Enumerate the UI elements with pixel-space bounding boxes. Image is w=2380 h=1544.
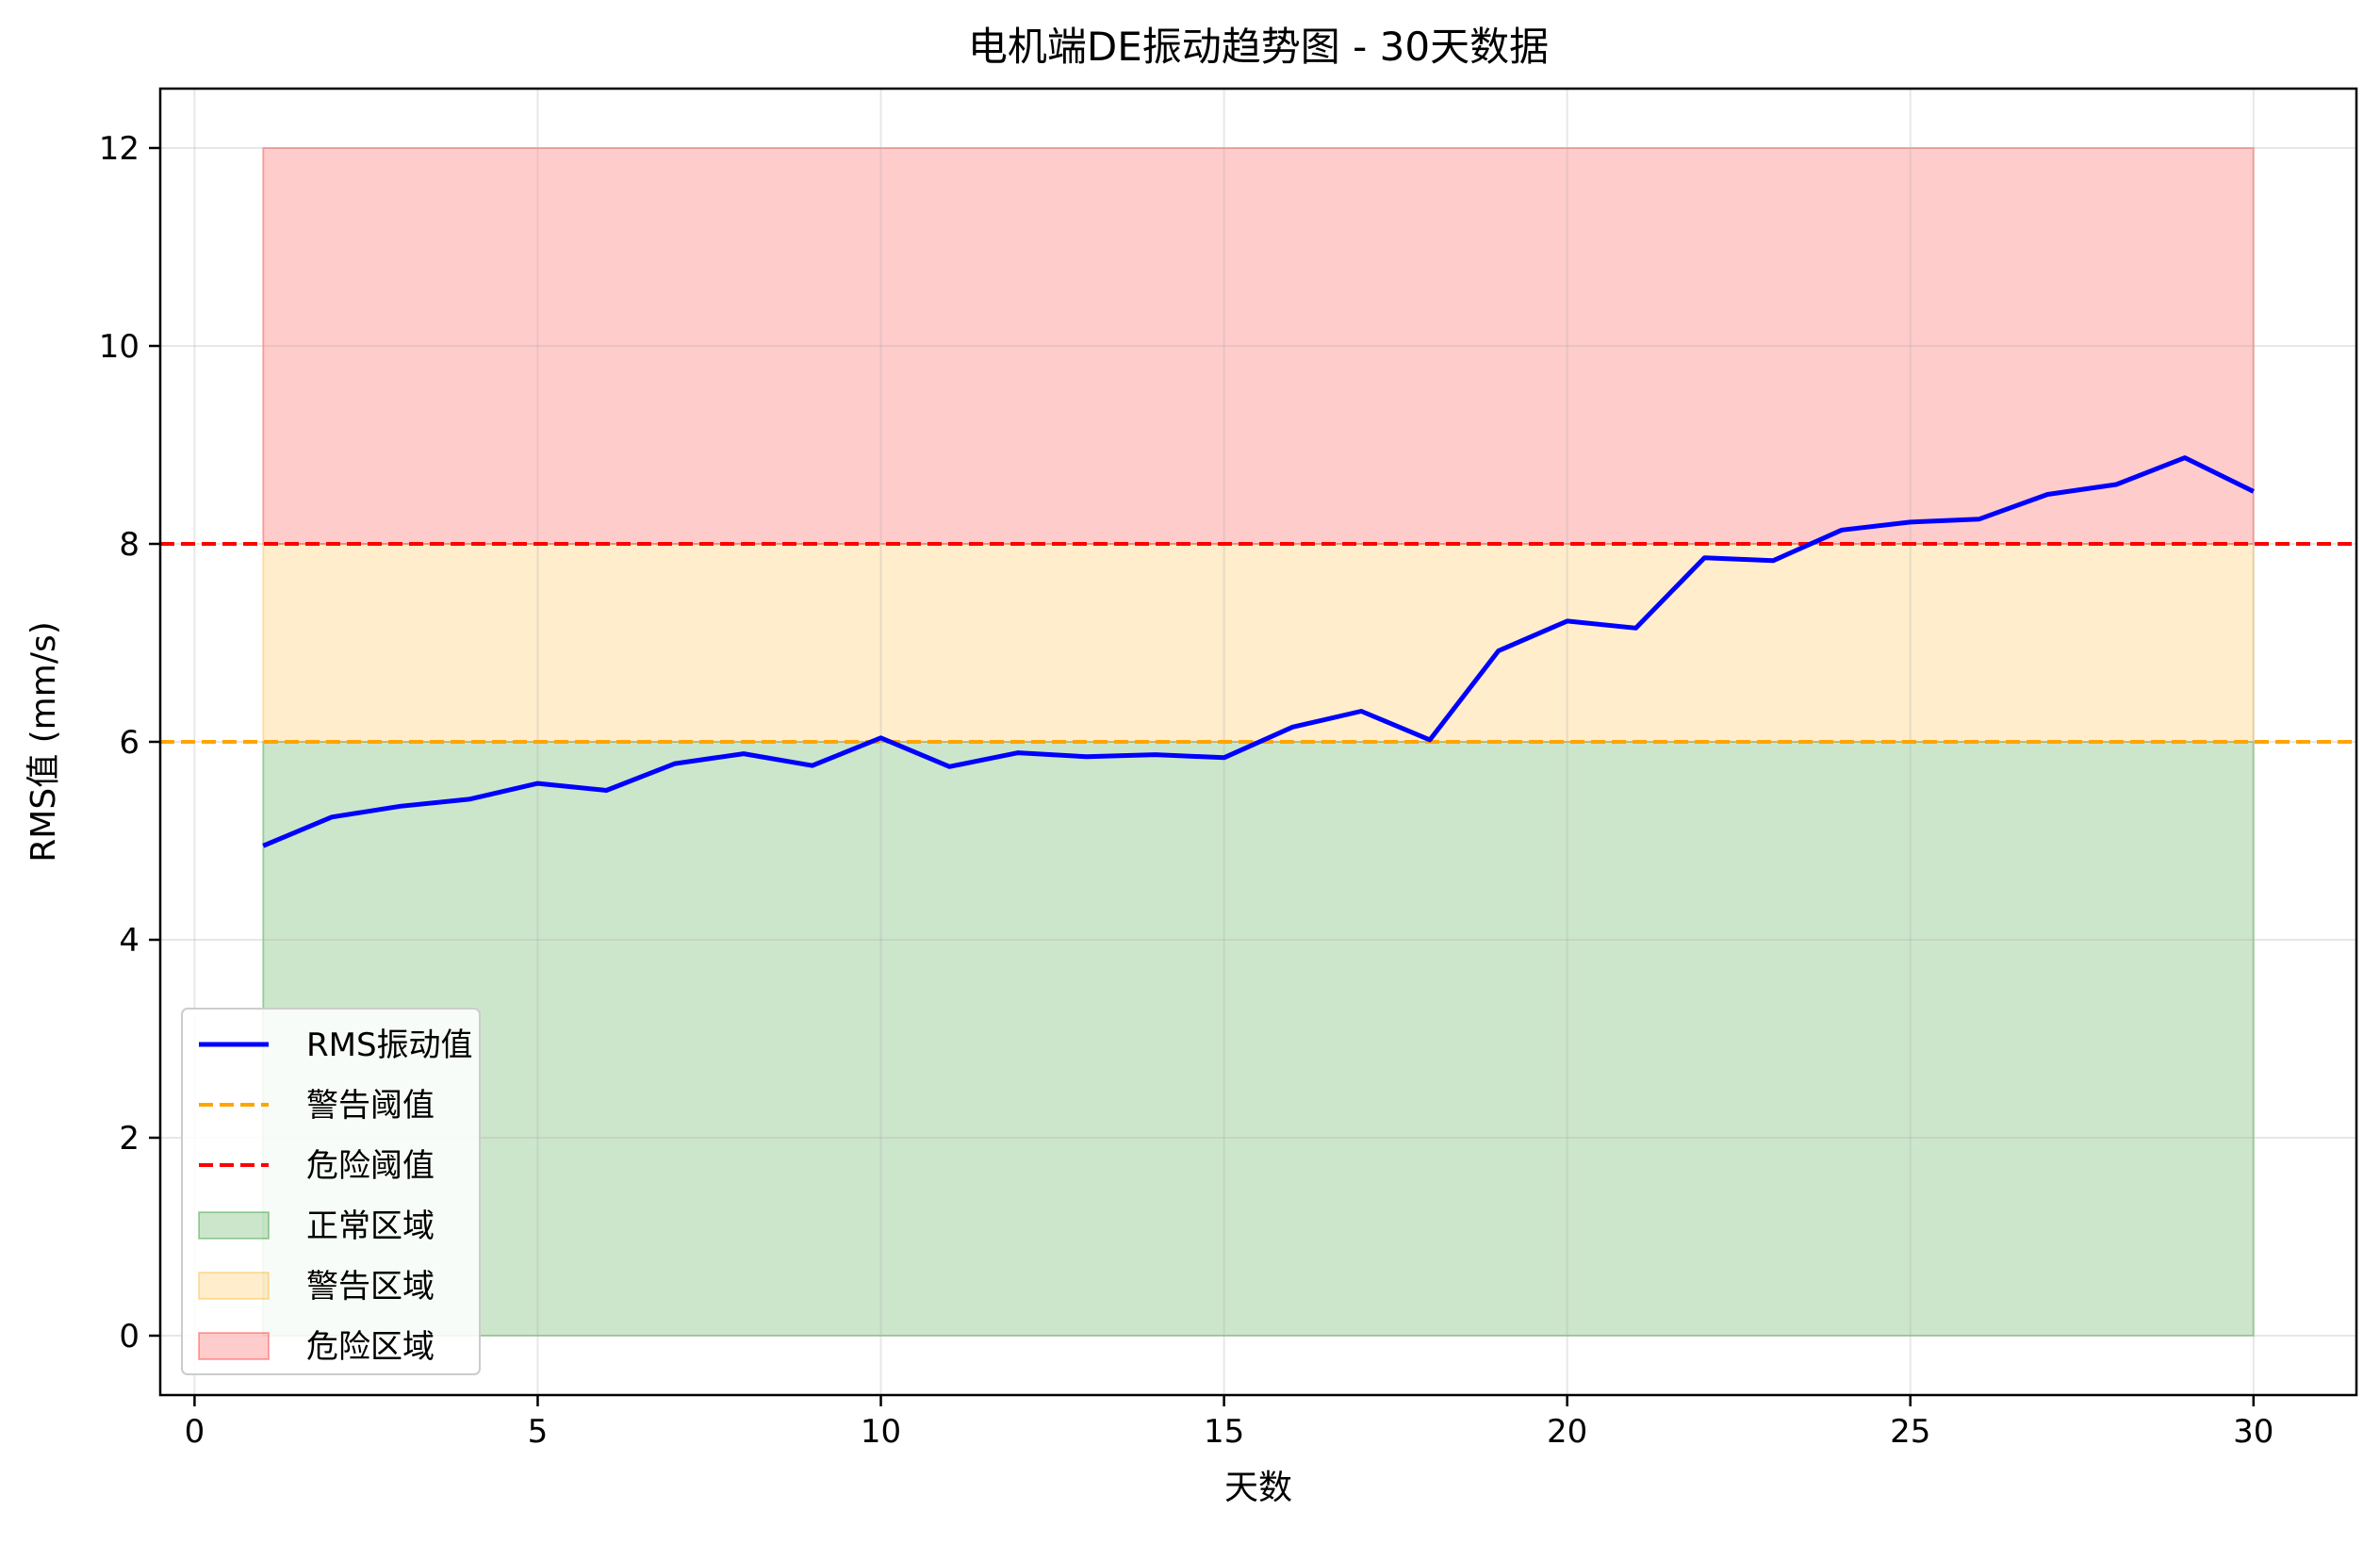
y-axis-label: RMS值 (mm/s) bbox=[25, 621, 63, 862]
x-tick-label: 10 bbox=[861, 1413, 901, 1451]
legend-swatch-3 bbox=[198, 1211, 270, 1240]
legend-label-4: 警告区域 bbox=[306, 1268, 435, 1306]
y-tick-label: 0 bbox=[119, 1318, 140, 1355]
zone-0 bbox=[262, 741, 2255, 1337]
zone-1 bbox=[262, 543, 2255, 743]
y-tick-label: 12 bbox=[99, 130, 140, 168]
series-line-0 bbox=[262, 455, 2255, 848]
y-tick-label: 4 bbox=[119, 922, 140, 960]
x-tick-label: 15 bbox=[1204, 1413, 1244, 1451]
chart-title: 电机端DE振动趋势图 - 30天数据 bbox=[968, 24, 1549, 70]
x-axis-label: 天数 bbox=[1224, 1469, 1292, 1507]
y-tick-label: 10 bbox=[99, 328, 140, 366]
zone-layer bbox=[262, 147, 2255, 1337]
x-tick-label: 20 bbox=[1547, 1413, 1587, 1451]
y-tick-label: 6 bbox=[119, 724, 140, 762]
x-tick-label: 0 bbox=[185, 1413, 205, 1451]
y-tick-label: 2 bbox=[119, 1120, 140, 1158]
legend-label-5: 危险区域 bbox=[306, 1328, 435, 1366]
threshold-layer bbox=[160, 542, 2356, 744]
x-tick-label: 30 bbox=[2233, 1413, 2273, 1451]
zone-2 bbox=[262, 147, 2255, 545]
legend-box bbox=[181, 1008, 481, 1375]
series-layer bbox=[262, 455, 2255, 848]
legend-swatch-4 bbox=[198, 1272, 270, 1300]
legend-label-1: 警告阈值 bbox=[306, 1087, 435, 1125]
y-tick-label: 8 bbox=[119, 526, 140, 564]
x-tick-label: 25 bbox=[1890, 1413, 1930, 1451]
legend-label-2: 危险阈值 bbox=[306, 1147, 435, 1185]
legend-swatch-5 bbox=[198, 1332, 270, 1360]
tick-layer: 0 5 10 15 20 25 30 0 2 4 6 8 10 12 bbox=[99, 130, 2274, 1451]
legend-label-3: 正常区域 bbox=[306, 1207, 435, 1245]
x-tick-label: 5 bbox=[528, 1413, 549, 1451]
legend-label-0: RMS振动值 bbox=[306, 1027, 473, 1064]
